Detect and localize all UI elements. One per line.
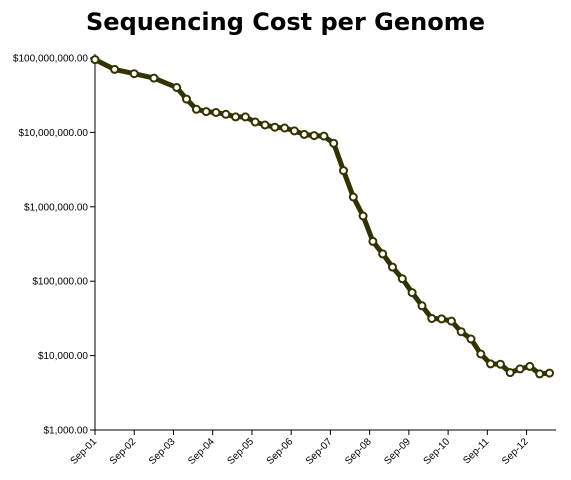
data-point [417,301,427,311]
x-axis-ticks: Sep-01 Sep-02 Sep-03 Sep-04 Sep-05 Sep-06 Sep-… [69,430,531,467]
data-point [280,123,290,133]
data-point [172,83,182,92]
x-tick-label: Sep-02 [108,436,139,467]
data-point [515,364,525,374]
data-point [525,361,535,371]
data-point [427,314,437,323]
data-point [260,120,270,130]
data-point [388,262,397,272]
data-point [299,129,309,139]
x-tick-label: Sep-06 [265,436,296,467]
y-tick-label: $100,000.00 [32,277,88,288]
x-tick-label: Sep-11 [461,436,491,466]
data-point [191,104,201,114]
data-point [378,249,388,259]
data-point [201,107,211,117]
data-point [437,314,447,324]
x-tick-label: Sep-01 [69,436,100,467]
y-tick-label: $100,000,000.00 [13,54,89,65]
data-point [535,369,545,379]
data-point [397,274,407,284]
data-point [211,108,221,117]
data-point [495,359,505,369]
y-tick-label: $1,000,000.00 [24,202,88,213]
y-tick-label: $10,000,000.00 [18,128,88,139]
data-point [182,94,191,104]
y-tick-label: $1,000.00 [44,426,89,437]
y-axis-ticks: $1,000.00 $10,000.00 $100,000.00 $1,000,000… [13,54,95,437]
data-point [250,117,260,127]
data-point [110,64,120,74]
x-tick-label: Sep-12 [500,436,531,467]
data-point [129,69,139,79]
y-tick-label: $10,000.00 [38,351,88,362]
data-point [368,236,378,246]
series-line [92,57,552,377]
x-tick-label: Sep-09 [382,436,413,467]
data-point [505,368,515,378]
x-tick-label: Sep-03 [147,436,178,467]
chart-title: Sequencing Cost per Genome [86,8,485,36]
data-point [90,55,100,65]
data-point [476,349,486,359]
series-layer [90,55,554,379]
data-point [339,166,348,176]
x-tick-label: Sep-04 [186,436,217,467]
data-point [231,112,241,122]
x-tick-label: Sep-07 [304,436,335,467]
data-point [456,327,466,337]
data-point [329,138,339,148]
data-point [486,359,496,369]
data-point [319,131,329,141]
data-point [270,122,280,132]
data-point [348,192,358,202]
data-point [149,73,159,83]
data-point [466,334,476,344]
data-point [545,368,554,378]
axes [94,54,556,431]
data-point [289,126,299,136]
x-tick-label: Sep-08 [343,436,374,467]
data-point [446,316,456,326]
data-point [309,131,319,141]
x-tick-label: Sep-05 [225,436,256,467]
data-point [407,288,417,298]
x-tick-label: Sep-10 [422,436,453,467]
data-point [358,211,368,221]
data-point [240,112,250,122]
data-point [221,109,231,119]
